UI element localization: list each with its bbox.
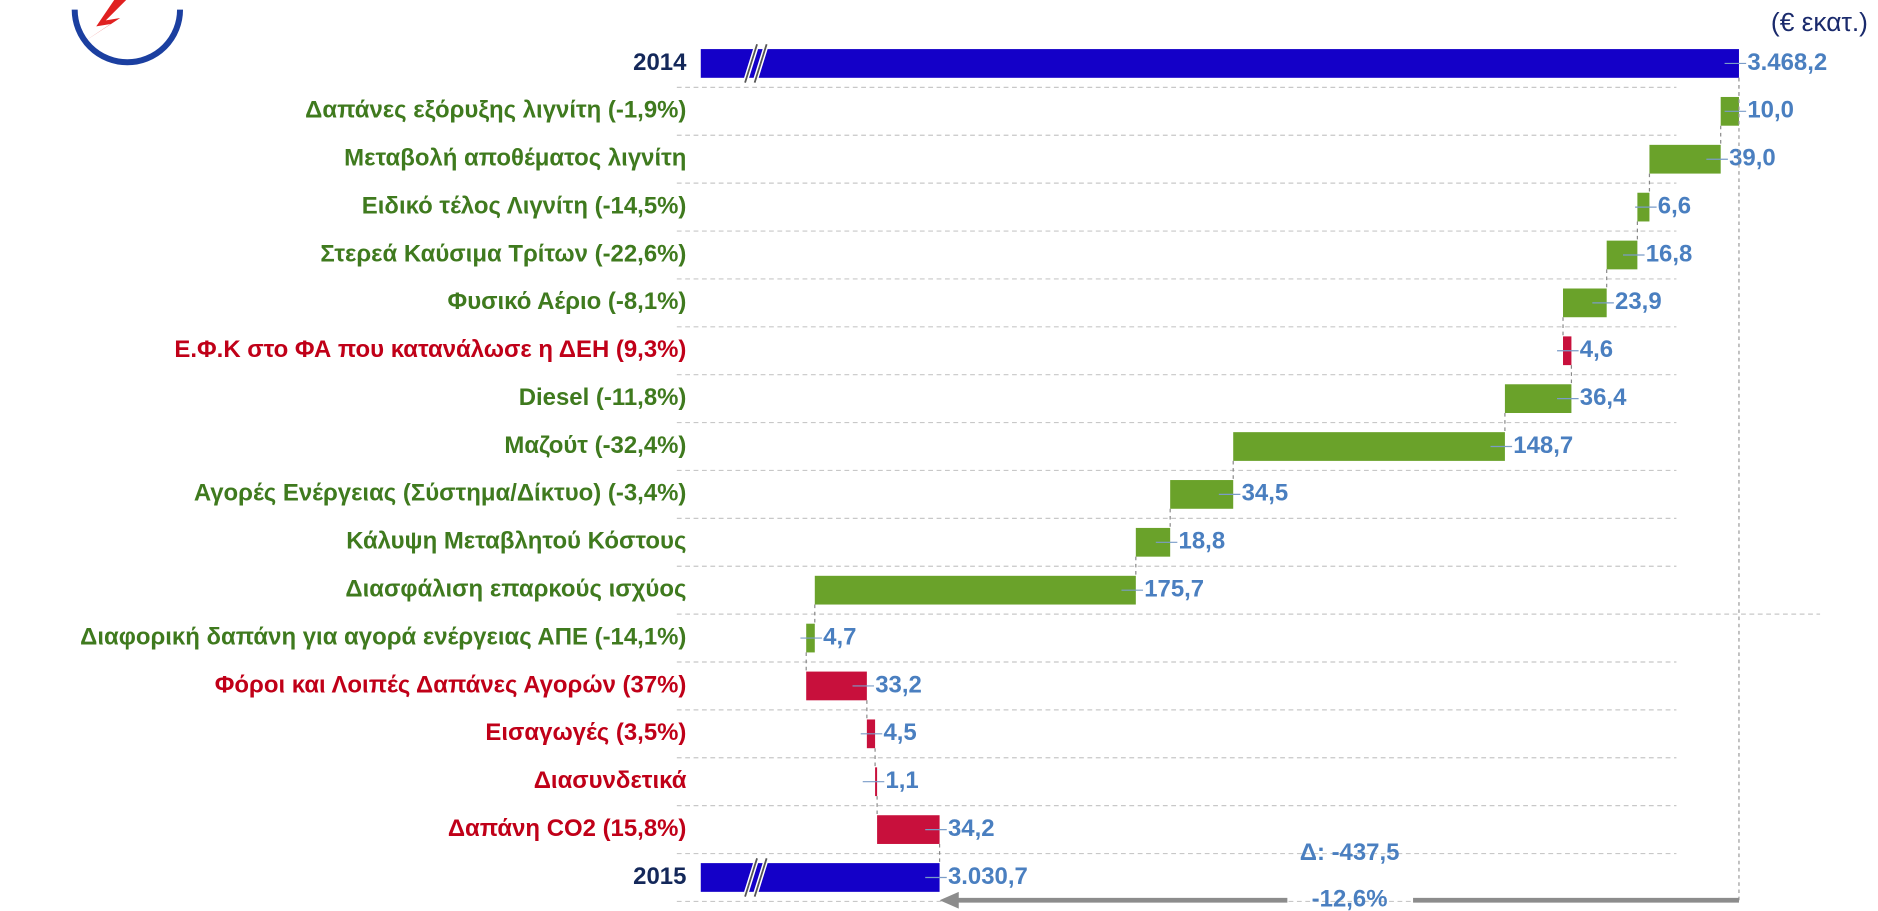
value-label: 18,8 (1179, 528, 1226, 555)
category-label: Diesel (-11,8%) (519, 384, 687, 411)
axis-break (744, 44, 768, 83)
value-label: 33,2 (875, 671, 922, 698)
category-label: Ε.Φ.Κ στο ΦΑ που κατανάλωσε η ΔΕΗ (9,3%) (174, 336, 686, 363)
delta-value: Δ: -437,5 (1300, 839, 1400, 866)
bar (700, 49, 1739, 78)
category-label: 2014 (633, 49, 687, 76)
axis-break (744, 858, 768, 897)
value-label: 4,6 (1580, 336, 1613, 363)
category-label: Φόροι και Λοιπές Δαπάνες Αγορών (37%) (215, 671, 687, 698)
unit-note: (€ εκατ.) (1771, 7, 1868, 37)
value-label: 4,7 (823, 623, 856, 650)
category-label: Αγορές Ενέργειας (Σύστημα/Δίκτυο) (-3,4%… (194, 480, 687, 507)
category-label: Δαπάνη CO2 (15,8%) (448, 815, 687, 842)
bar (700, 863, 940, 892)
category-label: Δαπάνες εξόρυξης λιγνίτη (-1,9%) (305, 97, 686, 124)
delta-arrowhead (939, 891, 959, 909)
category-label: Διασφάλιση επαρκούς ισχύος (345, 576, 686, 603)
category-label: Μαζούτ (-32,4%) (504, 432, 686, 459)
category-label: Διαφορική δαπάνη για αγορά ενέργειας ΑΠΕ… (80, 623, 686, 650)
value-label: 3.030,7 (948, 863, 1028, 890)
value-label: 175,7 (1144, 576, 1204, 603)
value-label: 34,2 (948, 815, 995, 842)
category-label: 2015 (633, 863, 686, 890)
value-label: 4,5 (883, 719, 916, 746)
value-label: 36,4 (1580, 384, 1627, 411)
category-label: Ειδικό τέλος Λιγνίτη (-14,5%) (362, 192, 687, 219)
category-label: Στερεά Καύσιμα Τρίτων (-22,6%) (320, 240, 686, 267)
value-label: 6,6 (1658, 192, 1691, 219)
bar (814, 575, 1136, 605)
category-label: Κάλυψη Μεταβλητού Κόστους (346, 528, 686, 555)
value-label: 23,9 (1615, 288, 1662, 315)
value-label: 34,5 (1242, 480, 1289, 507)
category-label: Φυσικό Αέριο (-8,1%) (448, 288, 687, 315)
category-label: Διασυνδετικά (534, 767, 687, 794)
category-label: Μεταβολή αποθέματος λιγνίτη (344, 145, 686, 172)
value-label: 3.468,2 (1747, 49, 1827, 76)
value-label: 148,7 (1513, 432, 1573, 459)
value-label: 10,0 (1747, 97, 1794, 124)
value-label: 39,0 (1729, 145, 1776, 172)
bar (1233, 432, 1505, 461)
delta-percent: -12,6% (1312, 886, 1388, 911)
value-label: 16,8 (1646, 240, 1693, 267)
value-label: 1,1 (885, 767, 918, 794)
category-label: Εισαγωγές (3,5%) (485, 719, 686, 746)
logo (71, 0, 184, 66)
